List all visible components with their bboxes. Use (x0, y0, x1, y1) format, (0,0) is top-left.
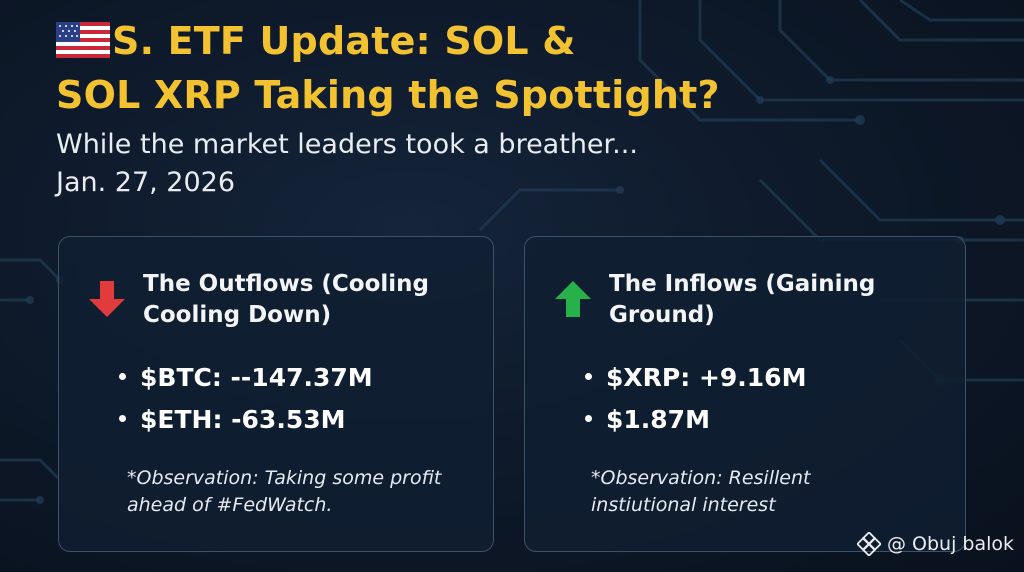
inflows-card: The Inflows (Gaining Ground) $XRP: +9.16… (524, 236, 966, 552)
list-item: $1.87M (585, 399, 806, 441)
inflows-header: The Inflows (Gaining Ground) (553, 269, 899, 331)
outflows-title: The Outflows (Cooling Cooling Down) (143, 271, 429, 328)
page-title: S. ETF Update: SOL & SOL XRP Taking the … (56, 14, 956, 122)
outflows-list: $BTC: --147.37M $ETH: -63.53M (119, 357, 373, 441)
list-item: $BTC: --147.37M (119, 357, 373, 399)
subtitle-text: While the market leaders took a breather… (56, 129, 638, 160)
watermark: @ Obuj balok (856, 532, 1014, 556)
inflows-title: The Inflows (Gaining Ground) (609, 271, 876, 328)
red-down-arrow-icon (89, 281, 125, 317)
list-item: $XRP: +9.16M (585, 357, 806, 399)
us-flag-icon (56, 22, 110, 58)
list-item: $ETH: -63.53M (119, 399, 373, 441)
outflows-card: The Outflows (Cooling Cooling Down) $BTC… (58, 236, 494, 552)
inflows-list: $XRP: +9.16M $1.87M (585, 357, 806, 441)
outflows-observation: *Observation: Taking some profit ahead o… (127, 467, 442, 516)
binance-logo-icon (856, 532, 881, 556)
title-line-1: S. ETF Update: SOL & (112, 19, 576, 63)
watermark-text: @ Obuj balok (886, 533, 1014, 555)
outflows-header: The Outflows (Cooling Cooling Down) (87, 269, 433, 331)
title-line-2: SOL XRP Taking the Spottight? (56, 73, 720, 117)
inflows-observation: *Observation: Resillent instiutional int… (591, 467, 811, 516)
green-up-arrow-icon (555, 281, 591, 317)
subtitle-block: While the market leaders took a breather… (56, 126, 638, 202)
date-text: Jan. 27, 2026 (56, 167, 236, 198)
